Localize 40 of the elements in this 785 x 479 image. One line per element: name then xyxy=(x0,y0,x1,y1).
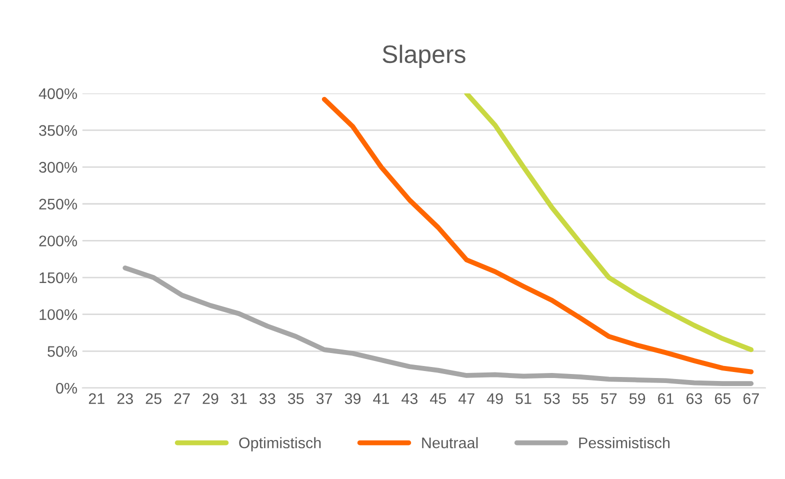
x-tick-label: 29 xyxy=(202,393,218,404)
line-series xyxy=(322,96,754,374)
x-tick-label: 51 xyxy=(516,393,532,404)
x-tick-label: 21 xyxy=(88,393,104,404)
x-tick-label: 43 xyxy=(402,393,418,404)
x-tick-label: 59 xyxy=(629,393,646,404)
x-tick-label: 45 xyxy=(430,393,446,404)
x-tick-label: 63 xyxy=(686,393,702,404)
line-series xyxy=(122,266,754,386)
x-tick-label: 33 xyxy=(259,393,276,404)
y-tick-label: 250% xyxy=(39,198,78,210)
y-tick-label: 400% xyxy=(38,88,78,100)
y-tick-label: 300% xyxy=(39,162,78,173)
y-tick-label: 100% xyxy=(40,309,78,320)
x-tick-label: 23 xyxy=(117,393,133,404)
x-tick-label: 49 xyxy=(486,393,503,404)
x-tick-label: 47 xyxy=(458,393,474,404)
x-tick-label: 61 xyxy=(658,393,674,404)
y-tick-label: 50% xyxy=(48,346,78,357)
x-tick-label: 57 xyxy=(600,393,617,404)
x-tick-label: 35 xyxy=(288,393,304,404)
x-tick-label: 37 xyxy=(316,393,332,404)
x-tick-label: 53 xyxy=(544,393,560,404)
chart-title: Slapers xyxy=(382,44,466,68)
x-tick-label: 39 xyxy=(344,393,361,404)
x-tick-label: 41 xyxy=(373,393,389,404)
x-tick-label: 27 xyxy=(174,393,190,404)
legend-label: Neutraal xyxy=(422,437,478,448)
x-tick-label: 67 xyxy=(743,393,759,404)
y-tick-label: 200% xyxy=(39,236,78,246)
y-tick-label: 0% xyxy=(56,382,78,394)
y-tick-label: 350% xyxy=(39,125,78,136)
legend-label: Pessimistisch xyxy=(579,437,670,448)
legend-label: Optimistisch xyxy=(239,437,321,452)
x-tick-label: 65 xyxy=(714,393,731,404)
line-series xyxy=(464,93,754,352)
x-tick-label: 31 xyxy=(231,393,247,404)
y-tick-label: 150% xyxy=(40,272,78,284)
x-tick-label: 25 xyxy=(146,393,162,404)
x-tick-label: 55 xyxy=(572,393,588,404)
